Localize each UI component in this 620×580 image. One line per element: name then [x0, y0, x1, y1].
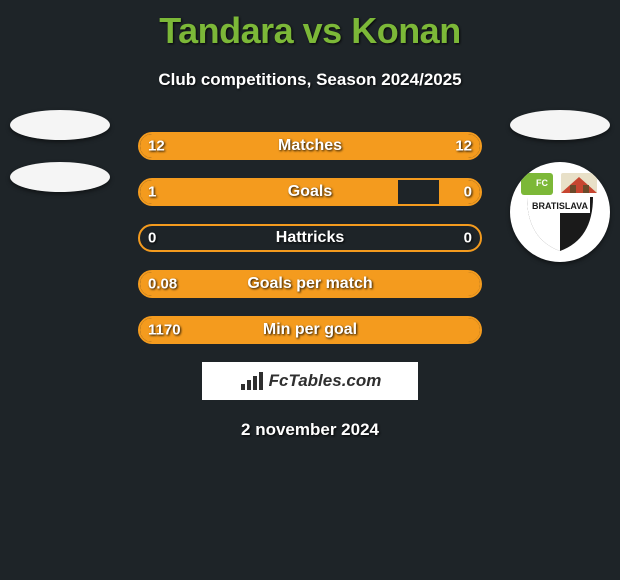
subtitle: Club competitions, Season 2024/2025 [0, 70, 620, 90]
stat-right-value: 12 [455, 138, 472, 155]
svg-text:FC: FC [536, 178, 548, 188]
stat-row: 0.08 Goals per match [138, 270, 482, 298]
stat-label: Min per goal [263, 321, 357, 339]
stat-label: Hattricks [276, 229, 344, 247]
bar-fill-right [439, 180, 480, 204]
stats-bars: 12 Matches 12 1 Goals 0 0 Hattricks 0 0.… [138, 132, 482, 344]
right-player-badges: BRATISLAVA FC [500, 110, 620, 262]
stat-left-value: 1 [148, 184, 156, 201]
left-badge-2 [10, 162, 110, 192]
brand-box: FcTables.com [202, 362, 418, 400]
stat-label: Goals [288, 183, 332, 201]
stat-left-value: 1170 [148, 322, 181, 339]
stat-row: 0 Hattricks 0 [138, 224, 482, 252]
stat-left-value: 0 [148, 230, 156, 247]
date-label: 2 november 2024 [0, 420, 620, 440]
stat-label: Matches [278, 137, 342, 155]
stat-row: 12 Matches 12 [138, 132, 482, 160]
brand-text: FcTables.com [269, 371, 382, 391]
left-badge-1 [10, 110, 110, 140]
left-player-badges [0, 110, 120, 192]
stat-label: Goals per match [247, 275, 372, 293]
brand-bars-icon [239, 370, 265, 392]
stat-right-value: 0 [464, 184, 472, 201]
stat-left-value: 0.08 [148, 276, 177, 293]
stat-row: 1170 Min per goal [138, 316, 482, 344]
page-title: Tandara vs Konan [0, 0, 620, 52]
svg-text:BRATISLAVA: BRATISLAVA [532, 201, 588, 211]
bar-fill-left [140, 180, 398, 204]
stat-right-value: 0 [464, 230, 472, 247]
right-badge-1 [510, 110, 610, 140]
right-club-logo: BRATISLAVA FC [510, 162, 610, 262]
stat-left-value: 12 [148, 138, 165, 155]
club-crest-icon: BRATISLAVA FC [515, 167, 605, 257]
stat-row: 1 Goals 0 [138, 178, 482, 206]
